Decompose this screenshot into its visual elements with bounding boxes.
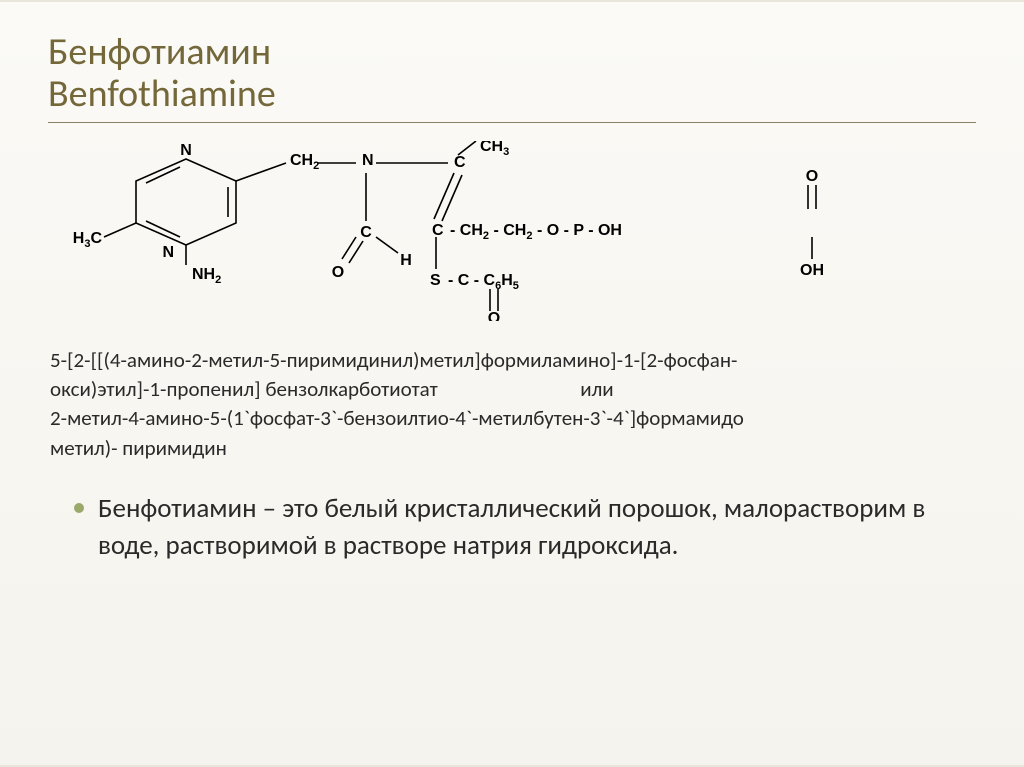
iupac-line2: окси)этил]-1-пропенил] бензолкарботиотат… [50,375,976,404]
lbl-C-formyl: C [360,224,372,241]
lbl-O-formyl: O [332,264,344,281]
lbl-NH2: NH2 [192,266,221,286]
lbl-N-open: N [362,152,374,169]
lbl-N-bot: N [162,244,174,261]
title-en: Benfothiamine [48,74,976,116]
slide: Бенфотиамин Benfothiamine [0,0,1024,767]
iupac-line1: 5-[2-[[(4-амино-2-метил-5-пиримидинил)ме… [50,346,976,375]
iupac-line3: 2-метил-4-амино-5-(1`фосфат-3`-бензоилти… [50,404,976,433]
lbl-OH-p2: OH [800,262,824,279]
lbl-S: S [430,272,441,289]
chem-structure: N N H3C NH2 CH2 N C O H C CH3 C S - CH2 … [56,141,896,321]
lbl-H-formyl: H [400,252,412,269]
bullet-icon [74,503,84,513]
lbl-CH2-bridge: CH2 [290,152,319,172]
description-text: Бенфотиамин – это белый кристаллический … [98,491,936,564]
lbl-CH3: CH3 [480,141,509,158]
iupac-name: 5-[2-[[(4-амино-2-метил-5-пиримидинил)ме… [50,346,976,464]
lbl-H3C: H3C [73,230,103,250]
lbl-C-alk-top: C [454,154,466,171]
lbl-O-pdbl: O [806,168,818,185]
description-row: Бенфотиамин – это белый кристаллический … [74,491,936,564]
lbl-N-top: N [180,142,192,159]
title-block: Бенфотиамин Benfothiamine [48,32,976,123]
title-ru: Бенфотиамин [48,32,976,74]
lbl-thio-chain: - C - C6H5 [448,272,519,292]
lbl-C-alk-bot: C [432,222,444,239]
lbl-chain: - CH2 - CH2 - O - P - OH [450,222,622,242]
iupac-line4: метил)- пиримидин [50,434,976,463]
lbl-O-thio: O [488,310,500,321]
